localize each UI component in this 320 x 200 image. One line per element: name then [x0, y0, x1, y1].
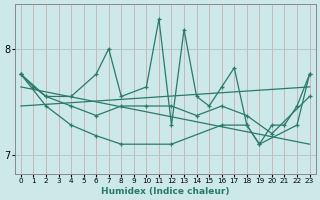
X-axis label: Humidex (Indice chaleur): Humidex (Indice chaleur) — [101, 187, 229, 196]
